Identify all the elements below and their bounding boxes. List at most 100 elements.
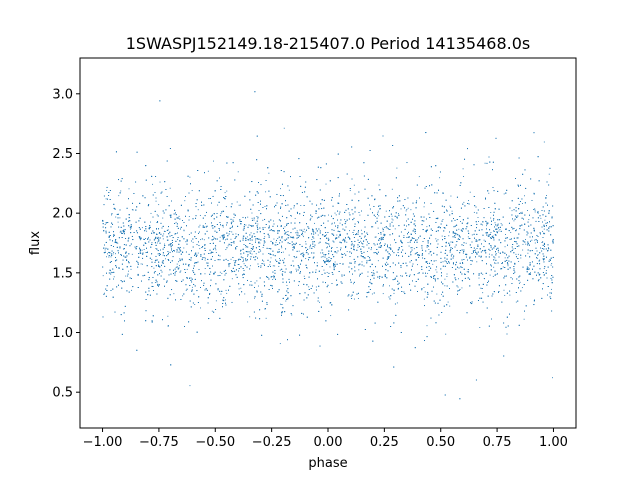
data-point	[286, 284, 288, 286]
data-point	[492, 275, 494, 277]
data-point	[206, 262, 208, 264]
data-point	[522, 243, 524, 245]
data-point	[344, 219, 346, 221]
data-point	[423, 206, 425, 208]
data-point	[400, 239, 402, 241]
data-point	[262, 219, 264, 221]
data-point	[466, 271, 468, 273]
data-point	[104, 292, 105, 294]
data-point	[445, 333, 447, 335]
data-point	[191, 286, 193, 288]
data-point	[534, 209, 536, 211]
data-point	[254, 297, 255, 299]
data-point	[348, 212, 350, 214]
data-point	[246, 236, 248, 238]
data-point	[405, 210, 407, 212]
data-point	[233, 216, 235, 218]
data-point	[268, 221, 270, 223]
data-point	[159, 181, 161, 183]
data-point	[539, 259, 541, 261]
data-point	[155, 248, 157, 250]
data-point	[320, 256, 322, 258]
data-point	[409, 274, 411, 276]
data-point	[325, 183, 327, 185]
data-point	[377, 233, 379, 234]
data-point	[526, 266, 528, 268]
data-point	[543, 141, 545, 143]
data-point	[250, 232, 252, 234]
data-point	[194, 304, 196, 305]
data-point	[279, 258, 280, 259]
data-point	[437, 239, 439, 241]
data-point	[349, 190, 351, 192]
data-point	[211, 310, 213, 312]
data-point	[326, 234, 327, 236]
data-point	[484, 249, 485, 251]
data-point	[255, 239, 257, 241]
data-point	[481, 224, 483, 226]
data-point	[298, 284, 299, 286]
data-point	[199, 248, 201, 250]
data-point	[188, 216, 190, 218]
data-point	[290, 215, 291, 217]
data-point	[483, 239, 485, 241]
data-point	[330, 315, 332, 317]
data-point	[289, 271, 291, 273]
data-point	[389, 285, 391, 287]
data-point	[204, 223, 206, 225]
data-point	[448, 235, 450, 237]
data-point	[354, 206, 356, 208]
data-point	[435, 238, 437, 240]
data-point	[106, 256, 107, 258]
data-point	[171, 248, 172, 250]
data-point	[350, 295, 352, 297]
data-point	[426, 325, 428, 327]
data-point	[128, 188, 130, 190]
data-point	[162, 238, 164, 240]
data-point	[296, 234, 298, 236]
data-point	[238, 204, 240, 206]
data-point	[131, 289, 133, 291]
data-point	[400, 240, 402, 242]
data-point	[146, 230, 148, 232]
data-point	[442, 219, 444, 221]
data-point	[282, 274, 284, 276]
data-point	[478, 277, 480, 279]
data-point	[364, 236, 365, 238]
data-point	[167, 229, 169, 231]
data-point	[546, 195, 547, 196]
data-point	[385, 210, 387, 212]
data-point	[495, 253, 497, 254]
data-point	[128, 270, 129, 272]
data-point	[204, 268, 206, 269]
data-point	[523, 241, 525, 243]
data-point	[391, 218, 393, 220]
data-point	[131, 209, 133, 211]
data-point	[305, 241, 307, 243]
data-point	[398, 213, 399, 215]
data-point	[279, 343, 281, 345]
data-point	[435, 260, 437, 262]
data-point	[233, 260, 235, 262]
data-point	[359, 214, 361, 216]
data-point	[239, 204, 241, 206]
data-point	[461, 287, 463, 289]
data-point	[283, 239, 285, 241]
data-point	[377, 212, 379, 214]
data-point	[220, 293, 222, 295]
data-point	[549, 258, 551, 260]
data-point	[339, 222, 341, 224]
data-point	[117, 221, 119, 223]
data-point	[245, 246, 247, 248]
data-point	[150, 212, 152, 214]
data-point	[303, 254, 305, 256]
data-point	[232, 241, 234, 243]
data-point	[396, 302, 398, 304]
data-point	[127, 238, 129, 240]
data-point	[256, 280, 258, 282]
data-point	[504, 294, 506, 296]
data-point	[113, 233, 115, 235]
data-point	[517, 253, 519, 255]
data-point	[465, 242, 467, 244]
